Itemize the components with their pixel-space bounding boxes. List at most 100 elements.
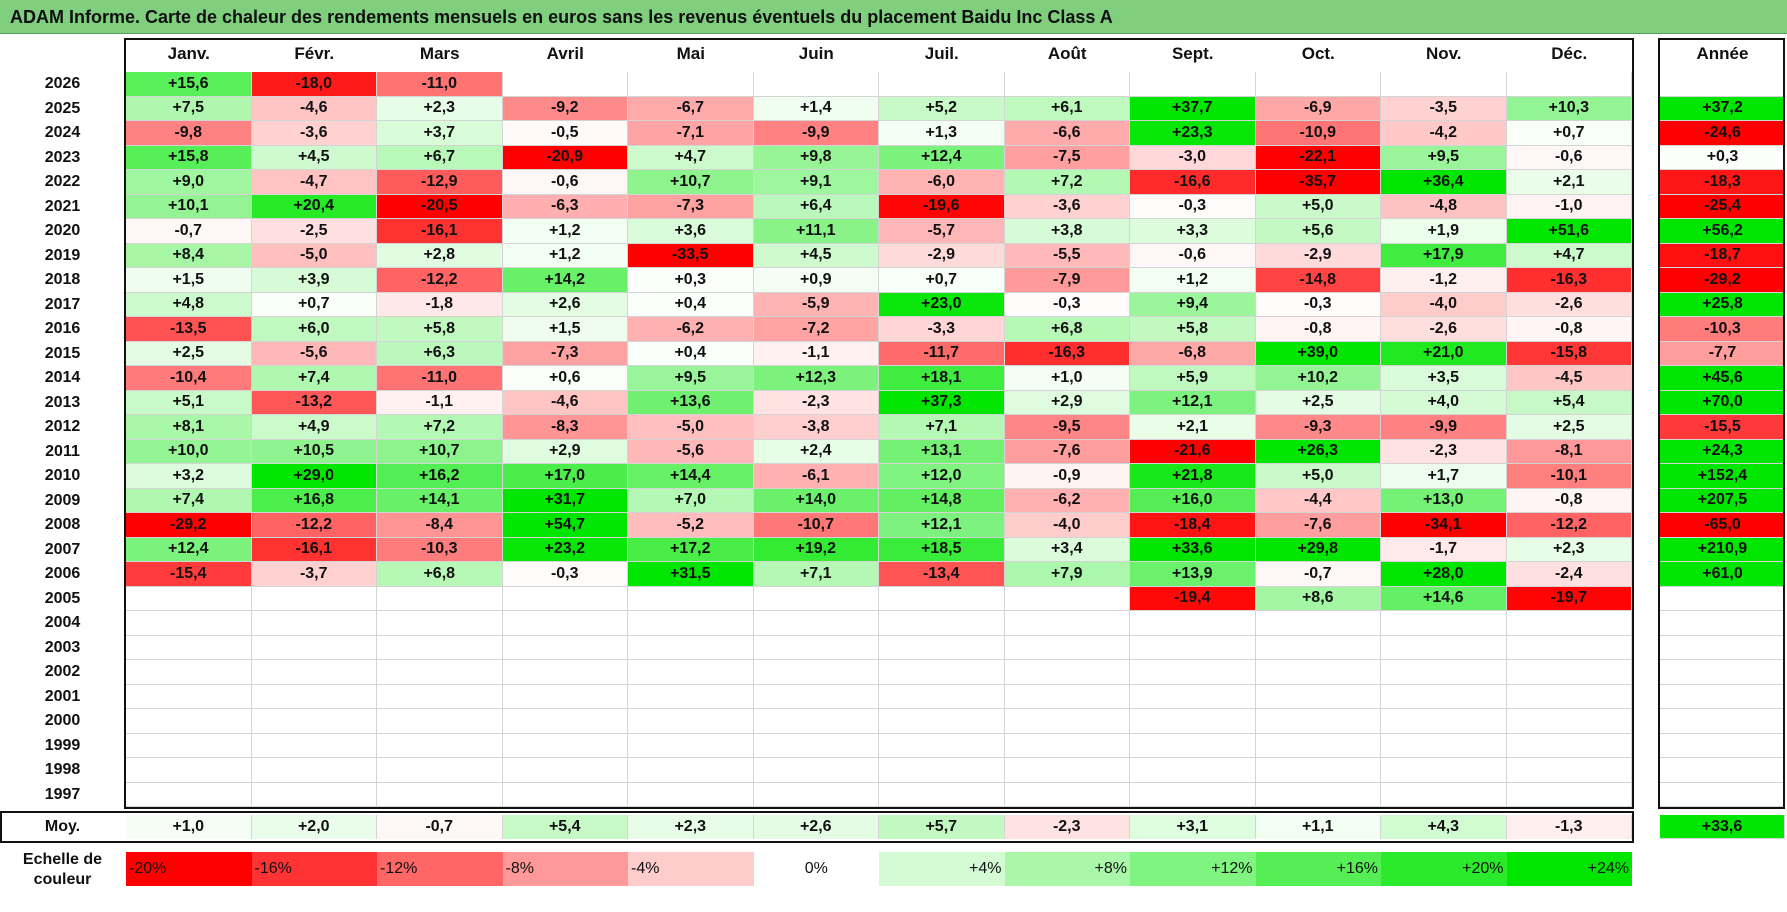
heatmap-cell: -13,5: [126, 317, 252, 342]
heatmap-cell: -3,5: [1381, 96, 1507, 121]
heatmap-cell: -1,1: [753, 341, 879, 366]
year-label: 1999: [44, 736, 81, 754]
heatmap-cell: +15,8: [126, 145, 252, 170]
heatmap-cell: -2,3: [1381, 439, 1507, 464]
heatmap-cell: -0,7: [126, 219, 252, 244]
heatmap-cell: +18,1: [879, 366, 1005, 391]
heatmap-cell: [126, 635, 252, 660]
heatmap-cell: +2,5: [1506, 415, 1632, 440]
heatmap-cell: +6,7: [377, 145, 503, 170]
legend-label: Echelle de couleur: [22, 851, 103, 888]
heatmap-cell: -0,8: [1506, 488, 1632, 513]
heatmap-cell: -7,3: [502, 341, 628, 366]
heatmap-cell: -8,1: [1506, 439, 1632, 464]
heatmap-cell: [753, 782, 879, 807]
heatmap-cell: [1381, 709, 1507, 734]
heatmap-cell: -5,6: [628, 439, 754, 464]
heatmap-cell: [753, 611, 879, 636]
heatmap-cell: -16,6: [1130, 170, 1256, 195]
heatmap-cell: -16,3: [1004, 341, 1130, 366]
heatmap-cell: -9,8: [126, 121, 252, 146]
heatmap-cell: +23,3: [1130, 121, 1256, 146]
heatmap-cell: +12,4: [126, 537, 252, 562]
year-label: 2020: [44, 222, 81, 240]
heatmap-cell: +28,0: [1381, 562, 1507, 587]
heatmap-cell: -35,7: [1255, 170, 1381, 195]
heatmap-cell: [879, 758, 1005, 783]
heatmap-cell: +3,5: [1381, 366, 1507, 391]
heatmap-cell: -21,6: [1130, 439, 1256, 464]
heatmap-cell: [628, 758, 754, 783]
heatmap-cell: +5,8: [1130, 317, 1256, 342]
heatmap-cell: +31,7: [502, 488, 628, 513]
year-label: 1997: [44, 785, 81, 803]
heatmap-cell: [753, 758, 879, 783]
annual-cell: -65,0: [1660, 513, 1785, 538]
annual-cell: [1660, 709, 1785, 734]
average-cell: -0,7: [377, 815, 503, 839]
heatmap-cell: -20,5: [377, 194, 503, 219]
heatmap-cell: -34,1: [1381, 513, 1507, 538]
heatmap-cell: [753, 72, 879, 97]
average-cell: +1,1: [1255, 815, 1381, 839]
heatmap-cell: +3,3: [1130, 219, 1256, 244]
heatmap-cell: +10,0: [126, 439, 252, 464]
heatmap-cell: +14,1: [377, 488, 503, 513]
annual-cell: [1660, 611, 1785, 636]
heatmap-cell: -2,6: [1506, 292, 1632, 317]
heatmap-cell: [377, 684, 503, 709]
heatmap-cell: [502, 660, 628, 685]
heatmap-cell: -8,3: [502, 415, 628, 440]
heatmap-cell: +4,7: [1506, 243, 1632, 268]
heatmap-cell: -1,1: [377, 390, 503, 415]
average-label: Moy.: [44, 818, 81, 835]
year-label: 2026: [44, 75, 81, 93]
heatmap-cell: +26,3: [1255, 439, 1381, 464]
heatmap-cell: -19,4: [1130, 586, 1256, 611]
heatmap-cell: [377, 611, 503, 636]
heatmap-cell: -16,1: [377, 219, 503, 244]
heatmap-cell: [1004, 635, 1130, 660]
heatmap-cell: +21,0: [1381, 341, 1507, 366]
heatmap-cell: -9,3: [1255, 415, 1381, 440]
heatmap-cell: [126, 684, 252, 709]
heatmap-cell: -6,7: [628, 96, 754, 121]
year-label: 2010: [44, 467, 81, 485]
heatmap-cell: +13,1: [879, 439, 1005, 464]
heatmap-cell: [251, 611, 377, 636]
legend-swatch: +24%: [1506, 852, 1632, 886]
heatmap-cell: +10,2: [1255, 366, 1381, 391]
year-label: 2024: [44, 124, 81, 142]
heatmap-cell: -0,6: [502, 170, 628, 195]
heatmap-cell: [753, 586, 879, 611]
heatmap-cell: +4,9: [251, 415, 377, 440]
year-label: 2002: [44, 663, 81, 681]
heatmap-cell: +5,6: [1255, 219, 1381, 244]
heatmap-cell: -5,2: [628, 513, 754, 538]
legend-swatch: +12%: [1130, 852, 1256, 886]
heatmap-cell: [628, 733, 754, 758]
heatmap-cell: -5,5: [1004, 243, 1130, 268]
heatmap-cell: +6,4: [753, 194, 879, 219]
year-label: 2011: [45, 442, 80, 460]
month-header: Mai: [676, 44, 705, 63]
annual-cell: -15,5: [1660, 415, 1785, 440]
heatmap-cell: +2,9: [502, 439, 628, 464]
heatmap-cell: [1004, 660, 1130, 685]
heatmap-cell: -12,2: [1506, 513, 1632, 538]
heatmap-cell: -13,2: [251, 390, 377, 415]
heatmap-cell: -5,9: [753, 292, 879, 317]
heatmap-cell: +1,0: [1004, 366, 1130, 391]
annual-cell: -29,2: [1660, 268, 1785, 293]
heatmap-cell: -9,5: [1004, 415, 1130, 440]
year-header: Année: [1696, 44, 1749, 63]
heatmap-cell: -10,1: [1506, 464, 1632, 489]
annual-cell: -25,4: [1660, 194, 1785, 219]
month-header: Oct.: [1301, 44, 1335, 63]
heatmap-cell: [753, 635, 879, 660]
heatmap-cell: [1130, 782, 1256, 807]
heatmap-cell: [251, 709, 377, 734]
heatmap-cell: +2,1: [1130, 415, 1256, 440]
heatmap-cell: +7,1: [879, 415, 1005, 440]
heatmap-cell: [879, 586, 1005, 611]
